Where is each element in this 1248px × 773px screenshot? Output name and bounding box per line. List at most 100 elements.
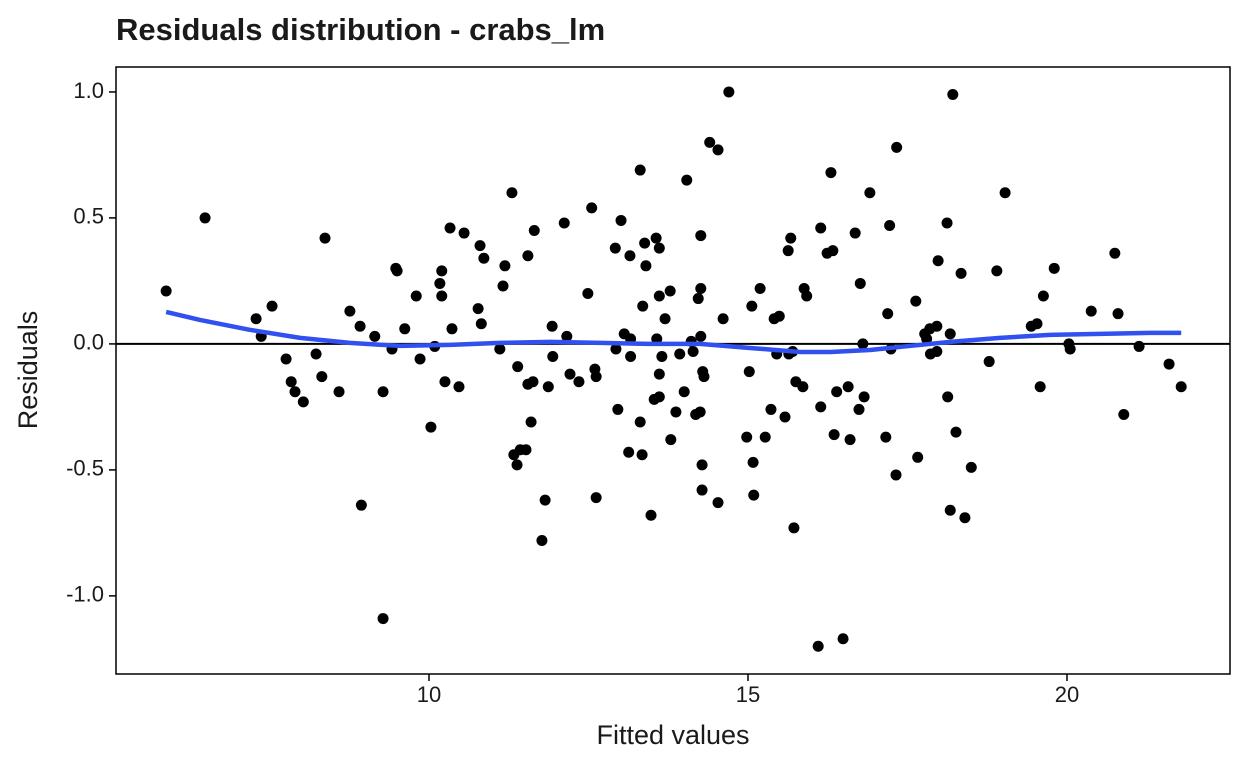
point [637,300,649,312]
point [695,230,707,242]
point [858,391,870,403]
point [377,386,389,398]
point [932,255,944,267]
point [499,260,511,272]
point [319,232,331,244]
point [558,217,570,229]
point [453,381,465,393]
y-tick-label: 0.5 [73,204,104,229]
point [695,330,707,342]
point [801,290,813,302]
point [444,222,456,234]
point [696,484,708,496]
point [506,187,518,199]
point [528,225,540,237]
point [377,613,389,625]
point [434,277,446,289]
point [497,280,509,292]
point [573,376,585,388]
point [344,305,356,317]
point [547,351,559,363]
point [612,403,624,415]
x-axis-title: Fitted values [596,720,749,750]
point [590,492,602,504]
point [439,376,451,388]
point [692,293,704,305]
point [494,343,506,355]
point [812,640,824,652]
point [941,217,953,229]
point [670,406,682,418]
point [678,386,690,398]
point [289,386,301,398]
point [825,167,837,179]
point [478,252,490,264]
point [844,434,856,446]
point [399,323,411,335]
point [410,290,422,302]
point [653,391,665,403]
point [522,250,534,262]
point [512,361,524,373]
y-tick-label: -1.0 [66,582,104,607]
point [947,88,959,100]
point [748,489,760,501]
chart-title: Residuals distribution - crabs_lm [116,12,605,47]
point [1034,381,1046,393]
point [650,232,662,244]
point [704,136,716,148]
point [857,338,869,350]
point [1085,305,1097,317]
point [674,348,686,360]
point [880,431,892,443]
point [828,429,840,441]
point [765,403,777,415]
point [1031,318,1043,330]
point [525,416,537,428]
point [280,353,292,365]
point [931,345,943,357]
point [625,351,637,363]
point [285,376,297,388]
point [561,330,573,342]
smooth-line [165,309,1182,355]
point [891,141,903,153]
point [653,368,665,380]
point [853,403,865,415]
point [609,242,621,254]
point [539,494,551,506]
point [354,320,366,332]
point [659,313,671,325]
point [1163,358,1175,370]
plot-frame [115,66,1231,675]
point [436,265,448,277]
point [520,444,532,456]
point [436,290,448,302]
y-tick-label: 0.0 [73,330,104,355]
point [695,282,707,294]
point [1112,308,1124,320]
x-tick-label: 20 [1055,682,1079,707]
point [458,227,470,239]
point [815,401,827,413]
point [582,288,594,300]
point [333,386,345,398]
point [890,469,902,481]
point [950,426,962,438]
point [369,330,381,342]
point [910,295,922,307]
point [696,459,708,471]
point [1064,343,1076,355]
point [586,202,598,214]
point [645,509,657,521]
point [842,381,854,393]
point [983,356,995,368]
point [653,290,665,302]
point [912,451,924,463]
point [665,434,677,446]
point [615,214,627,226]
point [999,187,1011,199]
point [640,260,652,272]
point [921,333,933,345]
